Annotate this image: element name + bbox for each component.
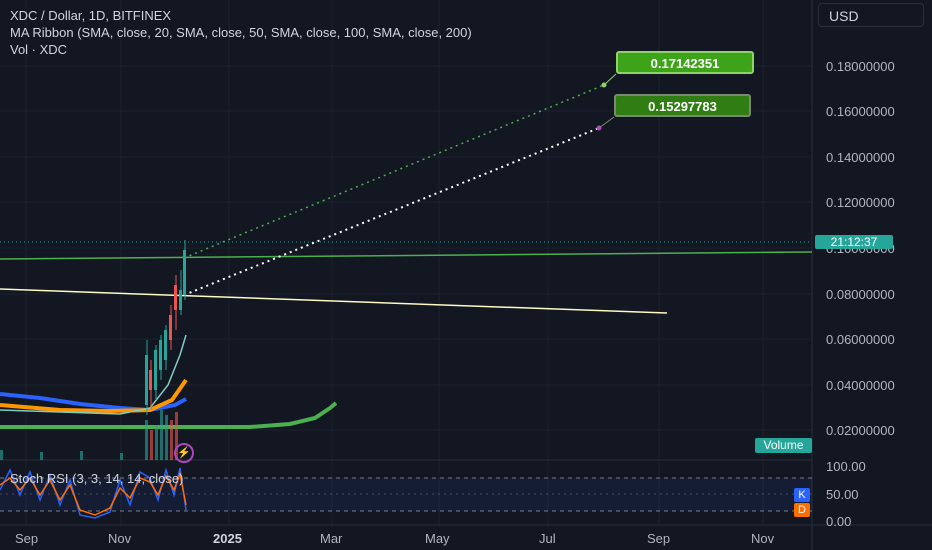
volume-bars xyxy=(0,410,178,460)
stoch-rsi-band xyxy=(0,478,812,511)
descending-trendline xyxy=(0,288,668,314)
price-tick: 0.08000000 xyxy=(826,287,895,302)
countdown-badge: 21:12:37 xyxy=(815,235,893,249)
time-tick: Nov xyxy=(108,531,132,546)
ma-20-line xyxy=(0,334,187,415)
ma-ribbon-legend[interactable]: MA Ribbon (SMA, close, 20, SMA, close, 5… xyxy=(10,25,472,40)
stoch-rsi-tick: 100.00 xyxy=(826,459,866,474)
ma-100-line xyxy=(0,392,187,413)
time-tick: Jul xyxy=(539,531,556,546)
volume-badge: Volume xyxy=(755,438,812,453)
callout-pointer-1 xyxy=(603,73,617,86)
target-label-2[interactable]: 0.15297783 xyxy=(614,94,751,117)
horizontal-trendline xyxy=(0,251,813,260)
projection-line-1 xyxy=(183,84,605,259)
symbol-title[interactable]: XDC / Dollar, 1D, BITFINEX xyxy=(10,8,172,23)
price-tick: 0.18000000 xyxy=(826,59,895,74)
stoch-rsi-d-line xyxy=(0,471,187,516)
volume-legend[interactable]: Vol · XDC xyxy=(10,42,68,57)
stoch-rsi-legend[interactable]: Stoch RSI (3, 3, 14, 14, close) xyxy=(10,471,184,486)
k-badge: K xyxy=(794,488,810,502)
time-tick: Nov xyxy=(751,531,775,546)
price-tick: 0.02000000 xyxy=(826,423,895,438)
d-badge: D xyxy=(794,503,810,517)
grid xyxy=(0,0,812,525)
chart-legend: XDC / Dollar, 1D, BITFINEX MA Ribbon (SM… xyxy=(10,7,472,58)
time-tick: Sep xyxy=(647,531,671,546)
projection-line-2 xyxy=(183,127,600,296)
stoch-rsi-tick: 0.00 xyxy=(826,514,852,529)
stoch-rsi-k-line xyxy=(0,467,187,519)
candles xyxy=(145,240,186,415)
price-tick: 0.14000000 xyxy=(826,150,895,165)
price-tick: 0.04000000 xyxy=(826,378,895,393)
target-label-1[interactable]: 0.17142351 xyxy=(616,51,754,74)
time-tick: Mar xyxy=(320,531,343,546)
time-tick: May xyxy=(425,531,450,546)
currency-button[interactable]: USD xyxy=(818,3,924,27)
ma-50-line xyxy=(0,378,188,414)
time-tick: 2025 xyxy=(213,531,242,546)
ma-200-line xyxy=(0,401,338,429)
price-tick: 0.06000000 xyxy=(826,332,895,347)
price-tick: 0.12000000 xyxy=(826,195,895,210)
callout-pointer-2 xyxy=(598,116,615,129)
price-tick: 0.16000000 xyxy=(826,104,895,119)
lightning-bolt-icon[interactable]: ⚡ xyxy=(174,443,194,463)
stoch-rsi-tick: 50.00 xyxy=(826,487,859,502)
time-tick: Sep xyxy=(15,531,39,546)
